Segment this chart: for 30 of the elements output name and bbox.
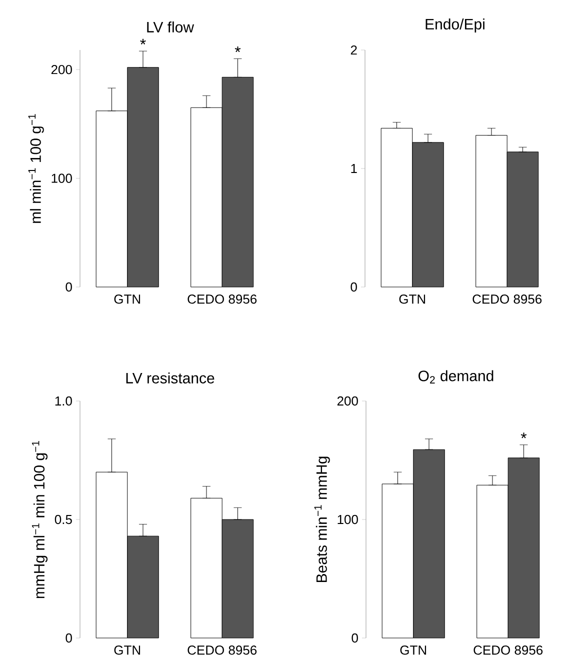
- y-tick-label: 200: [337, 396, 358, 406]
- y-tick-label: 2: [350, 45, 357, 55]
- x-tick-label: GTN: [114, 294, 140, 304]
- y-axis-title: Beats min$^{−1}$ mmHg: [314, 456, 330, 582]
- x-tick-label: CEDO 8956: [188, 646, 257, 655]
- x-tick-label: GTN: [399, 294, 426, 304]
- x-tick-label: GTN: [114, 646, 140, 655]
- y-axis-title: mmHg ml$^{−1}$ min 100 g$^{−1}$: [32, 440, 48, 598]
- y-tick-label: 1: [351, 164, 357, 173]
- x-tick-label: CEDO 8956: [474, 646, 543, 655]
- y-tick-label: 200: [51, 64, 72, 74]
- y-tick-label: 100: [338, 514, 358, 524]
- y-tick-label: 0.5: [54, 514, 72, 524]
- y-tick-label: 0: [352, 633, 358, 643]
- y-tick-label: 0: [350, 282, 357, 292]
- x-tick-label: GTN: [400, 646, 426, 655]
- chart-title: Endo/Epi: [426, 18, 484, 32]
- x-tick-label: CEDO 8956: [472, 294, 542, 304]
- y-tick-label: 0: [66, 282, 72, 292]
- y-tick-label: 1.0: [55, 396, 72, 406]
- chart-title: LV flow: [147, 21, 194, 32]
- chart-title: LV resistance: [126, 372, 214, 384]
- data-label: *: [520, 432, 527, 438]
- data-label: *: [234, 46, 241, 52]
- chart-title: O$_{2}$ demand: [418, 370, 494, 384]
- data-label: *: [140, 38, 146, 44]
- y-tick-label: 100: [52, 174, 72, 183]
- y-tick-label: 0: [66, 633, 72, 643]
- x-tick-label: CEDO 8956: [188, 294, 257, 304]
- y-axis-title: ml min$^{−1}$ 100 g$^{−1}$: [28, 114, 44, 223]
